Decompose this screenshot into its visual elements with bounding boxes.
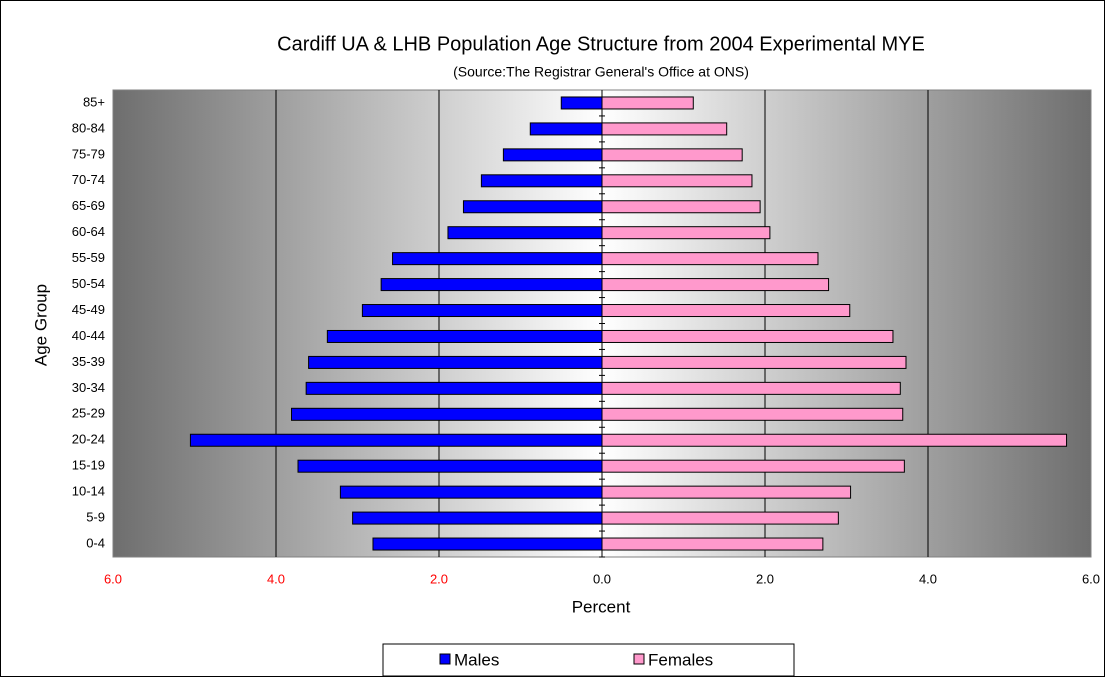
chart-subtitle: (Source:The Registrar General's Office a…: [453, 64, 749, 80]
x-tick-label: 2.0: [756, 571, 774, 586]
y-tick-label: 40-44: [72, 328, 105, 343]
bar: [601, 355, 907, 369]
y-tick-label: 55-59: [72, 250, 105, 265]
bar: [529, 122, 603, 136]
bar: [601, 148, 743, 162]
bar: [297, 459, 603, 473]
bar: [361, 304, 603, 318]
y-tick-label: 50-54: [72, 276, 105, 291]
bar: [601, 407, 904, 421]
y-tick-label: 45-49: [72, 302, 105, 317]
x-tick-label: 4.0: [267, 571, 285, 586]
y-axis-label: Age Group: [31, 284, 50, 366]
legend-label: Males: [454, 650, 499, 669]
bar: [601, 278, 830, 292]
bar: [601, 252, 819, 266]
y-tick-label: 5-9: [86, 510, 105, 525]
legend-label: Females: [648, 650, 713, 669]
x-tick-label: 6.0: [104, 571, 122, 586]
bar: [601, 459, 905, 473]
y-tick-label: 30-34: [72, 380, 105, 395]
bar: [290, 407, 603, 421]
bar: [601, 122, 728, 136]
bar: [601, 511, 839, 525]
bar: [502, 148, 603, 162]
y-tick-label: 35-39: [72, 354, 105, 369]
x-tick-label: 4.0: [919, 571, 937, 586]
y-tick-label: 65-69: [72, 198, 105, 213]
x-tick-label: 6.0: [1082, 571, 1100, 586]
y-tick-label: 25-29: [72, 406, 105, 421]
bar: [189, 433, 603, 447]
chart-title: Cardiff UA & LHB Population Age Structur…: [277, 33, 925, 55]
bar: [601, 537, 824, 551]
x-tick-label: 0.0: [593, 571, 611, 586]
bar: [462, 200, 603, 214]
y-tick-label: 75-79: [72, 146, 105, 161]
bar: [447, 226, 603, 240]
x-tick-label: 2.0: [430, 571, 448, 586]
legend-swatch: [439, 653, 451, 665]
legend: [382, 643, 795, 677]
y-tick-label: 20-24: [72, 432, 105, 447]
x-axis-label: Percent: [572, 597, 631, 616]
bar: [601, 304, 851, 318]
bar: [601, 433, 1068, 447]
bar: [308, 355, 603, 369]
bar: [352, 511, 603, 525]
bar: [601, 226, 771, 240]
bar: [305, 381, 603, 395]
bar: [480, 174, 603, 188]
y-tick-label: 0-4: [86, 535, 105, 550]
bar: [601, 485, 852, 499]
bar: [601, 329, 894, 343]
bar: [326, 329, 603, 343]
bar: [601, 200, 761, 214]
y-tick-label: 70-74: [72, 172, 105, 187]
y-tick-label: 10-14: [72, 484, 105, 499]
y-tick-label: 80-84: [72, 120, 105, 135]
bar: [601, 174, 753, 188]
y-tick-label: 85+: [83, 94, 105, 109]
bar: [601, 96, 694, 110]
bar: [560, 96, 603, 110]
legend-swatch: [633, 653, 645, 665]
bar: [339, 485, 603, 499]
bar: [392, 252, 603, 266]
y-tick-label: 60-64: [72, 224, 105, 239]
y-tick-label: 15-19: [72, 458, 105, 473]
bar: [601, 381, 901, 395]
bar: [380, 278, 603, 292]
bar: [372, 537, 603, 551]
